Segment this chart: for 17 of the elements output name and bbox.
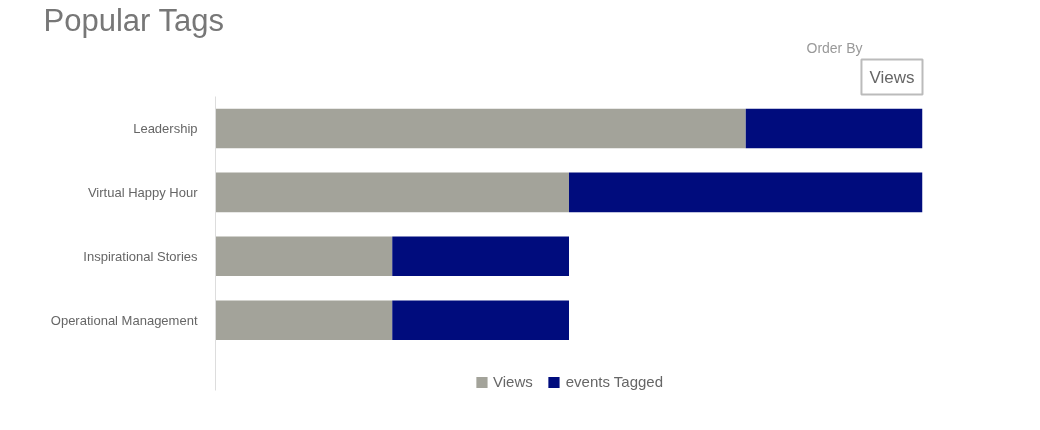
bar [569,172,923,213]
bar [215,236,393,277]
legend-label: events Tagged [565,373,664,390]
bar [215,108,746,149]
text: Views [869,67,915,87]
y-tick-label: Virtual Happy Hour [87,184,199,200]
chart-title: Popular Tags [43,2,224,38]
bar [392,300,569,341]
bar [392,236,569,277]
legend-label: Views [492,373,533,390]
y-tick-label: Operational Management [50,312,198,328]
bar [215,172,569,213]
text: Order By [806,39,863,56]
y-tick-label: Leadership [133,120,198,136]
bar [215,300,393,341]
y-tick-label: Inspirational Stories [83,248,198,264]
bar [745,108,923,149]
